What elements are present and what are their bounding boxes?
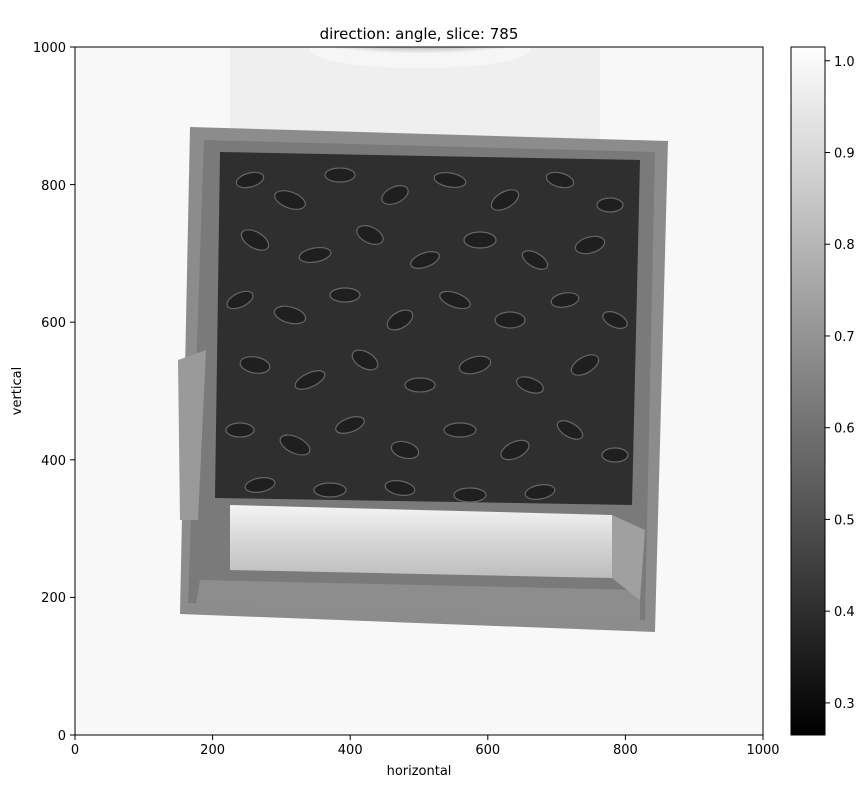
colorbar-tick-label: 0.9 [834,146,855,161]
colorbar-ticks: 0.3 0.4 0.5 0.6 0.7 0.8 0.9 1.0 [825,55,855,712]
colorbar-tick-label: 0.6 [834,422,855,437]
x-tick-label: 400 [338,743,363,758]
plot-frame [74,46,764,736]
y-tick-label: 200 [41,591,66,606]
y-tick-label: 0 [58,729,66,744]
y-tick-label: 600 [41,316,66,331]
y-tick-label: 800 [41,179,66,194]
colorbar-tick-label: 1.0 [834,55,855,70]
colorbar-tick-label: 0.7 [834,330,855,345]
colorbar-gradient [790,46,826,736]
colorbar-tick-label: 0.4 [834,605,855,620]
y-tick-label: 1000 [33,41,66,56]
x-tick-label: 200 [200,743,225,758]
x-tick-label: 600 [475,743,500,758]
x-tick-label: 1000 [746,743,779,758]
colorbar-tick-label: 0.8 [834,238,855,253]
x-axis: 0 200 400 600 800 1000 horizontal [71,735,780,779]
plot-title: direction: angle, slice: 785 [320,25,519,43]
colorbar-tick-label: 0.5 [834,513,855,528]
x-axis-label: horizontal [387,764,452,779]
y-axis-label: vertical [10,367,25,415]
x-tick-label: 0 [71,743,79,758]
y-tick-label: 400 [41,454,66,469]
y-axis: 0 200 400 600 800 1000 vertical [10,41,75,744]
colorbar: 0.3 0.4 0.5 0.6 0.7 0.8 0.9 1.0 [790,46,855,736]
xray-image [75,47,763,735]
colorbar-tick-label: 0.3 [834,697,855,712]
x-tick-label: 800 [613,743,638,758]
